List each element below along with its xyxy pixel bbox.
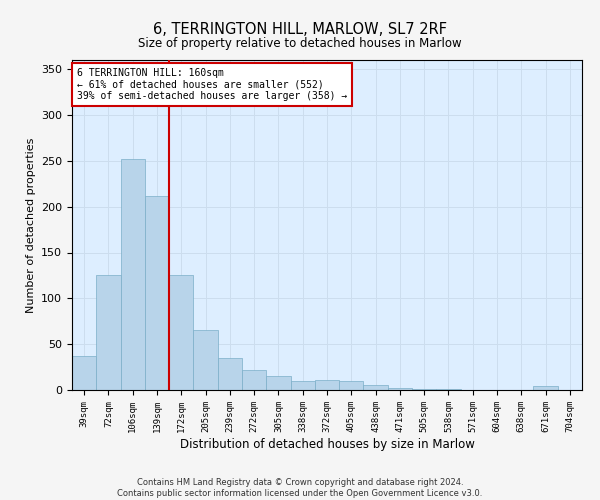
Y-axis label: Number of detached properties: Number of detached properties — [26, 138, 35, 312]
Bar — [169, 276, 193, 390]
Bar — [242, 370, 266, 390]
Bar — [121, 159, 145, 390]
Text: Size of property relative to detached houses in Marlow: Size of property relative to detached ho… — [138, 38, 462, 51]
Bar — [436, 389, 461, 390]
X-axis label: Distribution of detached houses by size in Marlow: Distribution of detached houses by size … — [179, 438, 475, 450]
Bar — [193, 330, 218, 390]
Bar — [218, 358, 242, 390]
Bar — [315, 380, 339, 390]
Bar — [412, 389, 436, 390]
Bar — [388, 388, 412, 390]
Bar — [72, 356, 96, 390]
Text: Contains HM Land Registry data © Crown copyright and database right 2024.
Contai: Contains HM Land Registry data © Crown c… — [118, 478, 482, 498]
Bar — [364, 386, 388, 390]
Text: 6 TERRINGTON HILL: 160sqm
← 61% of detached houses are smaller (552)
39% of semi: 6 TERRINGTON HILL: 160sqm ← 61% of detac… — [77, 68, 347, 102]
Bar — [266, 376, 290, 390]
Bar — [290, 381, 315, 390]
Bar — [533, 386, 558, 390]
Bar — [96, 276, 121, 390]
Text: 6, TERRINGTON HILL, MARLOW, SL7 2RF: 6, TERRINGTON HILL, MARLOW, SL7 2RF — [153, 22, 447, 38]
Bar — [145, 196, 169, 390]
Bar — [339, 381, 364, 390]
